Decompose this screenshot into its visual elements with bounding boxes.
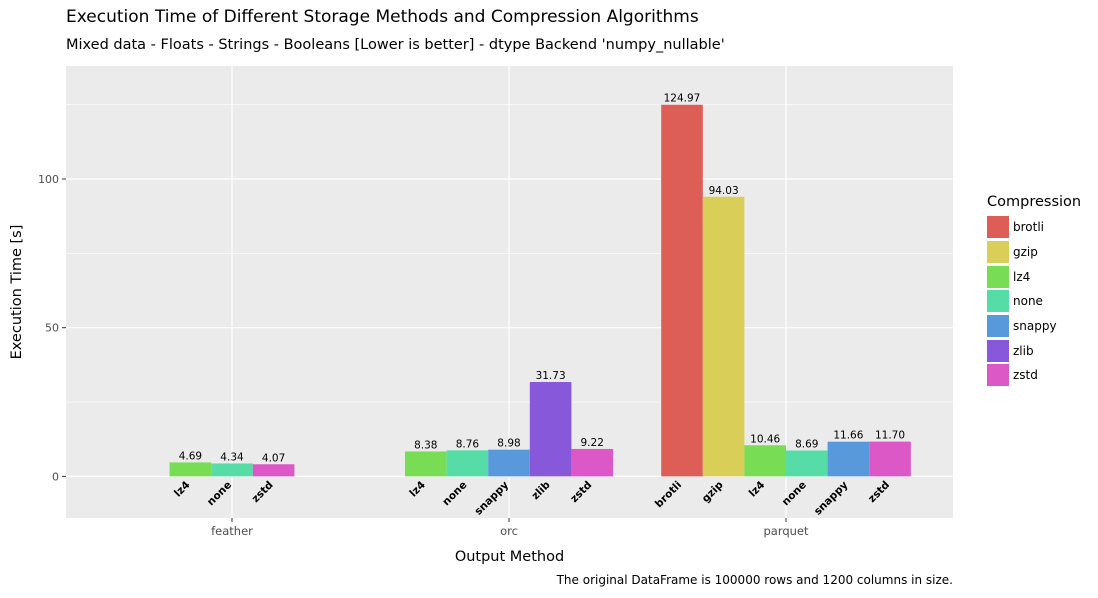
data-label: 8.76 — [456, 438, 480, 450]
bar-orc-lz4 — [405, 451, 447, 477]
legend-item-snappy: snappy — [987, 314, 1081, 339]
data-label: 124.97 — [664, 93, 701, 105]
chart-title: Execution Time of Different Storage Meth… — [66, 7, 699, 27]
data-label: 31.73 — [536, 370, 566, 382]
y-tick-label: 50 — [45, 322, 59, 335]
chart-subtitle: Mixed data - Floats - Strings - Booleans… — [66, 37, 725, 53]
y-axis-title: Execution Time [s] — [9, 225, 25, 360]
bar-parquet-none — [786, 450, 828, 477]
data-label: 9.22 — [581, 437, 604, 449]
legend-item-zlib: zlib — [987, 338, 1081, 363]
bar-parquet-gzip — [702, 196, 745, 477]
y-tick-label: 0 — [52, 470, 59, 483]
x-tick-label: feather — [211, 524, 253, 538]
data-label: 8.98 — [497, 438, 520, 450]
legend-item-none: none — [987, 289, 1081, 314]
legend-label: zlib — [1013, 343, 1034, 358]
legend-key — [987, 364, 1009, 387]
x-axis-title: Output Method — [455, 549, 564, 565]
data-label: 4.34 — [220, 451, 244, 463]
y-tick-label: 100 — [38, 173, 59, 186]
legend-item-lz4: lz4 — [987, 264, 1081, 289]
legend-item-zstd: zstd — [987, 363, 1081, 388]
bar-orc-none — [446, 450, 489, 477]
legend-title: Compression — [987, 194, 1082, 210]
bar-feather-none — [211, 463, 253, 477]
bar-feather-zstd — [252, 464, 295, 477]
x-tick-label: orc — [500, 524, 518, 538]
x-tick-label: parquet — [763, 524, 809, 538]
legend-item-gzip: gzip — [987, 240, 1081, 265]
data-label: 4.07 — [262, 452, 285, 464]
data-label: 11.70 — [875, 430, 905, 442]
data-label: 8.38 — [414, 439, 437, 451]
legend-label: zstd — [1013, 368, 1038, 383]
bar-orc-zstd — [571, 448, 613, 477]
legend: Compression brotli gzip lz4 none snappy zlib z… — [987, 194, 1081, 388]
data-label: 11.66 — [833, 430, 863, 442]
data-label: 4.69 — [179, 450, 202, 462]
bar-parquet-brotli — [661, 104, 703, 477]
legend-key — [987, 216, 1009, 239]
data-label: 8.69 — [795, 439, 818, 451]
legend-key — [987, 290, 1009, 313]
bar-orc-snappy — [488, 449, 530, 477]
legend-key — [987, 339, 1009, 362]
chart-caption: The original DataFrame is 100000 rows an… — [556, 573, 953, 587]
bar-parquet-lz4 — [744, 445, 786, 477]
legend-label: none — [1013, 294, 1043, 309]
legend-key — [987, 265, 1009, 288]
legend-item-brotli: brotli — [987, 215, 1081, 240]
legend-key — [987, 241, 1009, 264]
bar-parquet-snappy — [827, 441, 870, 477]
legend-label: brotli — [1013, 220, 1045, 235]
data-label: 94.03 — [709, 185, 739, 197]
legend-label: gzip — [1013, 245, 1038, 260]
bar-orc-zlib — [529, 382, 572, 477]
bar-feather-lz4 — [169, 462, 212, 477]
data-label: 10.46 — [750, 433, 780, 445]
bar-parquet-zstd — [869, 441, 911, 477]
legend-label: lz4 — [1013, 269, 1031, 284]
legend-label: snappy — [1013, 319, 1057, 334]
legend-key — [987, 315, 1009, 338]
